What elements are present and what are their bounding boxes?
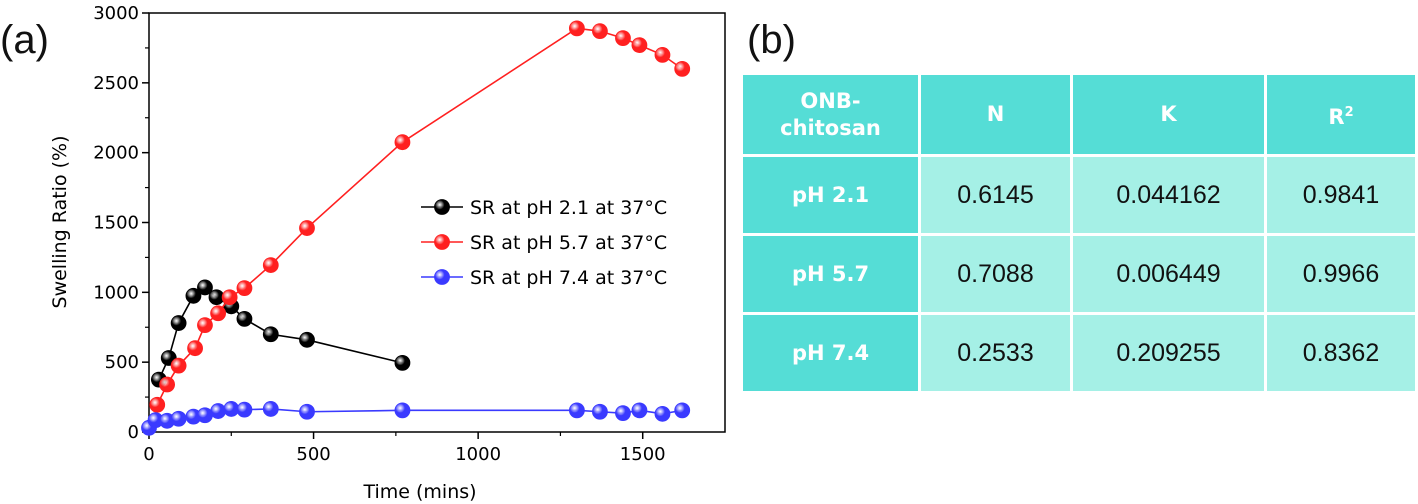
- data-point: [236, 401, 253, 418]
- data-point: [197, 279, 213, 296]
- data-point: [223, 401, 240, 417]
- data-point: [394, 134, 411, 151]
- data-point: [615, 30, 631, 47]
- data-point: [631, 402, 648, 419]
- data-point: [568, 20, 585, 37]
- data-point: [592, 23, 608, 40]
- data-point: [170, 357, 187, 374]
- cell-r2: 0.9841: [1264, 154, 1418, 236]
- panel-b-label: (b): [747, 18, 796, 62]
- cell-r2: 0.8362: [1264, 312, 1418, 394]
- header-sample-text: ONB- chitosan: [780, 88, 881, 140]
- data-point: [262, 401, 279, 417]
- x-axis-label: Time (mins): [362, 481, 476, 503]
- data-point: [170, 410, 187, 427]
- legend-label: SR at pH 5.7 at 37°C: [470, 232, 667, 254]
- panel-a-label: (a): [0, 18, 49, 62]
- row-label: pH 7.4: [740, 312, 921, 394]
- cell-n: 0.6145: [918, 154, 1073, 236]
- data-point: [236, 280, 253, 297]
- data-point: [615, 405, 631, 422]
- header-k: K: [1070, 72, 1267, 157]
- y-tick-label: 1500: [93, 213, 139, 234]
- data-point: [631, 37, 648, 54]
- legend-marker: [434, 199, 450, 215]
- data-point: [654, 47, 671, 63]
- y-tick-label: 0: [128, 422, 139, 443]
- plot-frame: [148, 12, 726, 433]
- header-n: N: [918, 72, 1073, 157]
- data-point: [674, 402, 691, 419]
- table-row: pH 5.7 0.7088 0.006449 0.9966: [740, 233, 1418, 315]
- x-tick-label: 0: [143, 444, 154, 465]
- y-tick-label: 3000: [93, 3, 139, 24]
- data-point: [299, 331, 315, 348]
- data-point: [210, 403, 227, 419]
- y-tick-label: 1000: [93, 282, 139, 303]
- data-point: [221, 289, 238, 306]
- y-tick-label: 2500: [93, 73, 139, 94]
- legend-marker: [434, 269, 450, 285]
- x-tick-label: 500: [296, 444, 330, 465]
- legend-marker: [434, 234, 450, 250]
- cell-k: 0.044162: [1070, 154, 1267, 236]
- data-point: [159, 376, 176, 393]
- row-label: pH 2.1: [740, 154, 921, 236]
- data-point: [299, 220, 315, 236]
- header-r2: R2: [1264, 72, 1418, 157]
- data-point: [187, 340, 203, 357]
- y-axis-label: Swelling Ratio (%): [49, 136, 71, 309]
- cell-k: 0.006449: [1070, 233, 1267, 315]
- row-label: pH 5.7: [740, 233, 921, 315]
- cell-n: 0.7088: [918, 233, 1073, 315]
- data-point: [149, 396, 166, 413]
- header-r2-base: R: [1328, 104, 1345, 129]
- data-point: [210, 305, 227, 322]
- header-sample: ONB- chitosan: [740, 72, 921, 157]
- legend-label: SR at pH 2.1 at 37°C: [470, 197, 667, 219]
- data-point: [394, 402, 411, 419]
- table-header-row: ONB- chitosan N K R2: [740, 72, 1418, 157]
- kinetics-table: ONB- chitosan N K R2 pH 2.1 0.6145 0.044…: [740, 72, 1418, 394]
- data-point: [674, 60, 691, 77]
- data-point: [236, 310, 253, 327]
- data-point: [568, 402, 585, 419]
- data-point: [197, 407, 213, 424]
- x-tick-label: 1000: [455, 444, 501, 465]
- data-point: [654, 405, 671, 422]
- data-point: [208, 289, 225, 306]
- y-tick-label: 2000: [93, 143, 139, 164]
- table-row: pH 2.1 0.6145 0.044162 0.9841: [740, 154, 1418, 236]
- legend-label: SR at pH 7.4 at 37°C: [470, 267, 667, 289]
- data-point: [394, 354, 411, 371]
- header-r2-sup: 2: [1344, 104, 1354, 120]
- data-point: [592, 403, 608, 420]
- data-point: [197, 317, 213, 334]
- swelling-ratio-chart: 0 500 1000 1500 0 500 1000 1500 2000 2500 3000 SR …: [49, 3, 726, 503]
- x-tick-label: 1500: [620, 444, 666, 465]
- cell-k: 0.209255: [1070, 312, 1267, 394]
- table-row: pH 7.4 0.2533 0.209255 0.8362: [740, 312, 1418, 394]
- cell-n: 0.2533: [918, 312, 1073, 394]
- data-point: [262, 326, 279, 343]
- data-point: [170, 315, 187, 331]
- data-point: [299, 403, 315, 420]
- y-tick-label: 500: [105, 352, 139, 373]
- data-point: [262, 257, 279, 273]
- kinetics-table-panel: ONB- chitosan N K R2 pH 2.1 0.6145 0.044…: [740, 72, 1418, 394]
- data-point: [185, 287, 202, 304]
- cell-r2: 0.9966: [1264, 233, 1418, 315]
